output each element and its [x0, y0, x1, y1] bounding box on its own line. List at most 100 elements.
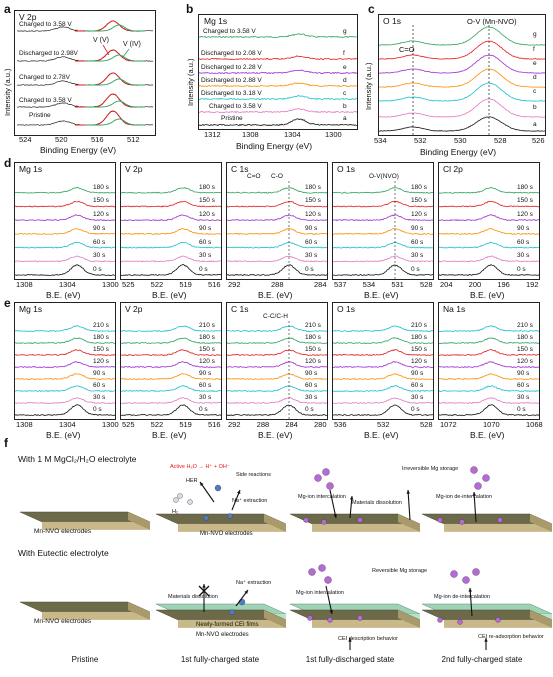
e-subplot-curve: [227, 397, 327, 404]
e-annotation: C-C/C-H: [263, 313, 288, 320]
slab-front: [42, 521, 150, 530]
h2-bubble: [173, 497, 179, 503]
panel-c-letter-c: c: [533, 88, 537, 95]
d-subplot-curve: [227, 264, 327, 276]
d-subplot-curve: [15, 228, 115, 235]
panel-b-tick: 1308: [242, 130, 259, 139]
d-time-label: 150 s: [411, 197, 427, 205]
e-time-label: 120 s: [93, 358, 109, 365]
e-subplot-curve: [333, 337, 433, 344]
d-time-label: 180 s: [305, 183, 321, 191]
e-subplot-spectra: [15, 325, 115, 416]
d-time-label: 150 s: [305, 197, 321, 205]
e-xlabel: B.E. (eV): [46, 430, 81, 440]
d-subplot-curve: [227, 228, 327, 235]
d-time-label: 30 s: [93, 252, 106, 260]
panel-c-curve-e: [379, 54, 545, 74]
d-time-label: 60 s: [517, 238, 530, 246]
panel-a-arrow-v5: [102, 44, 110, 56]
d-subplot-spectra: [333, 181, 433, 279]
d-tick: 519: [179, 280, 192, 289]
panel-b-label-f: Discharged to 2.08 V: [201, 50, 262, 57]
e-tick: 519: [179, 420, 192, 429]
panel-f-mg-deint-2: Mg-ion de-intercalation: [434, 594, 490, 600]
e-subplot-0: Mg 1s 210 s 180 s 150 s 120 s 90 s 60 s 30 s 0 s: [14, 302, 116, 420]
e-time-label: 30 s: [305, 394, 318, 401]
slab-front: [444, 523, 552, 532]
panel-b-curve-c: [199, 95, 357, 101]
panel-c-tick: 528: [494, 136, 507, 145]
mg-ion: [303, 517, 309, 523]
d-tick: 204: [440, 280, 453, 289]
e-tick: 288: [256, 420, 270, 429]
panel-b-letter-g: g: [343, 28, 347, 35]
e-subplot-curve: [121, 404, 221, 416]
panel-b-title: Mg 1s: [204, 16, 228, 26]
panel-b-letter-f: f: [343, 50, 345, 57]
d-subplot-curve: [439, 264, 539, 276]
arrow-her: [199, 481, 215, 503]
d-tick: 1308: [16, 280, 33, 289]
e-subplot-curve: [439, 385, 539, 392]
panel-c-title: O 1s: [383, 16, 401, 26]
d-subplot-curve: [227, 241, 327, 249]
e-time-label: 30 s: [411, 394, 424, 401]
mg-ion: [482, 474, 490, 482]
slab-side: [530, 610, 552, 628]
e-subplot-curve: [439, 349, 539, 357]
d-time-label: 150 s: [517, 197, 533, 205]
d-time-label: 60 s: [199, 238, 212, 246]
d-annotation: C=O: [247, 173, 261, 180]
panel-c-letter-b: b: [533, 104, 537, 111]
slab-row2-charged: [155, 603, 287, 628]
panel-b-tick: 1300: [325, 130, 342, 139]
slab-side: [264, 514, 286, 532]
e-subplot-curve: [121, 325, 221, 333]
panel-c-curve-a: [379, 116, 545, 132]
e-subplot-curve: [439, 325, 539, 332]
e-tick: 1070: [483, 420, 500, 429]
panel-a-spectra: [16, 20, 154, 126]
e-subplot-curve: [15, 404, 115, 416]
panel-a-tick: 524: [19, 135, 32, 144]
panel-a-fit-v4: [85, 118, 145, 126]
d-time-label: 0 s: [199, 266, 208, 273]
arrow-na-2-head: [244, 590, 248, 594]
h2-bubble: [177, 493, 183, 499]
panel-c-letter-e: e: [533, 60, 537, 67]
e-time-label: 180 s: [411, 334, 427, 341]
panel-c-xlabel: Binding Energy (eV): [420, 147, 497, 157]
d-time-label: 0 s: [517, 266, 526, 273]
slab-front: [312, 619, 420, 628]
panel-a-label-3: Charged to 2.78V: [19, 74, 70, 81]
d-subplot-2: C 1s 180 s 150 s 120 s 90 s 60 s 30 s 0 s C=O C-O: [226, 162, 328, 280]
d-subplot-curve: [227, 200, 327, 208]
e-subplot-curve: [439, 373, 539, 380]
mg-ion: [308, 568, 316, 576]
d-subplot-curve: [227, 187, 327, 194]
d-subplot-curve: [121, 255, 221, 263]
panel-f-mg-deint-1: Mg-ion de-intercalation: [436, 494, 492, 500]
e-time-label: 30 s: [517, 394, 530, 401]
panel-f-active-water: Active H₂O → H⁺ + OH⁻: [170, 464, 230, 470]
e-tick: 525: [122, 420, 135, 429]
d-subplot-curve: [333, 241, 433, 249]
slab-row2-pristine: [19, 601, 151, 620]
panel-c-tick: 534: [374, 136, 387, 145]
panel-c-letter-a: a: [533, 121, 537, 128]
panel-b-letter-c: c: [343, 90, 347, 97]
arrow-mg-int-1-head: [333, 514, 337, 518]
panel-f-slab-label-2: Mn-NVO electrodes: [34, 618, 92, 625]
slab-row2-discharged: [289, 603, 421, 628]
d-subplot-title: Mg 1s: [19, 164, 43, 174]
panel-c-curve-f: [379, 40, 545, 60]
mg-ion: [321, 519, 327, 525]
panel-e-letter: e: [4, 296, 11, 310]
mg-ion: [322, 468, 330, 476]
slab-front: [312, 523, 420, 532]
slab-row1-charged: [155, 513, 287, 532]
e-tick: 1072: [440, 420, 457, 429]
d-xlabel: B.E. (eV): [258, 290, 293, 300]
d-time-label: 120 s: [305, 211, 321, 219]
d-subplot-curve: [333, 200, 433, 208]
